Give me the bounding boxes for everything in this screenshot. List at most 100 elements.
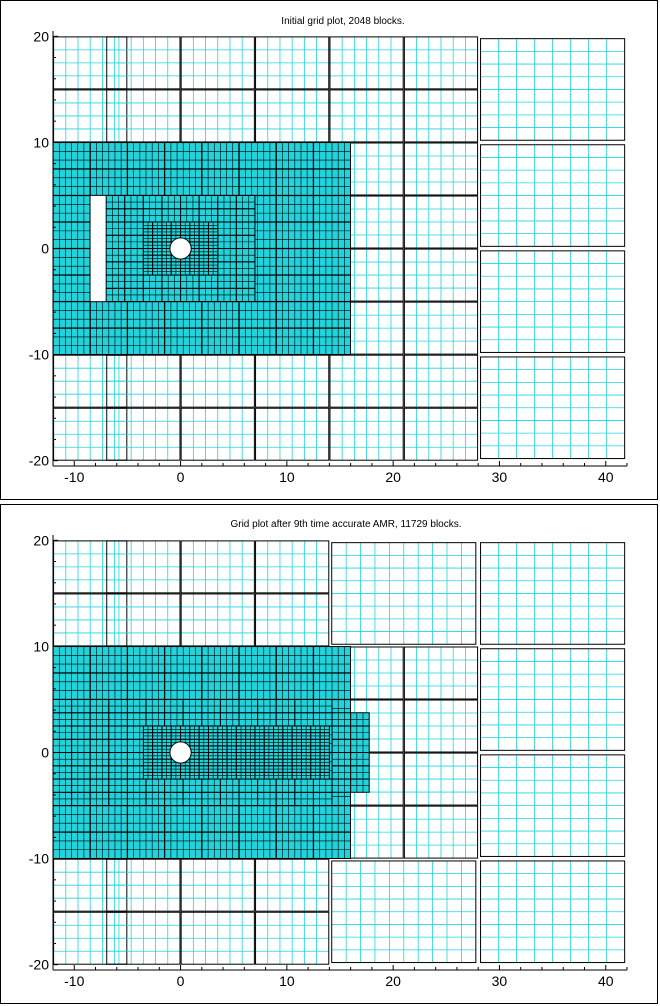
grid-block — [198, 194, 219, 210]
grid-block — [170, 261, 182, 269]
grid-block — [164, 805, 203, 833]
grid-block — [164, 712, 184, 727]
y-tick-label: -10 — [29, 347, 49, 363]
grid-block — [53, 195, 91, 223]
grid-block — [142, 752, 154, 760]
grid-block — [329, 354, 404, 408]
grid-block — [201, 646, 240, 674]
grid-block — [255, 858, 330, 912]
grid-block — [161, 732, 172, 740]
grid-block — [182, 698, 203, 714]
grid-block — [329, 36, 404, 90]
axes: -10 0 10 20 30 40 20 10 0 -10 -20 — [29, 532, 628, 989]
grid-plot-amr-svg: Grid plot after 9th time accurate AMR, 1… — [29, 519, 628, 989]
grid-block — [282, 771, 293, 780]
grid-block — [319, 745, 330, 754]
grid-block — [217, 732, 228, 740]
grid-block — [403, 89, 479, 143]
grid-block — [255, 89, 330, 143]
grid-block — [257, 712, 277, 727]
grid-block — [180, 858, 255, 912]
grid-block — [219, 698, 240, 714]
grid-block — [319, 738, 330, 747]
grid-block — [152, 765, 163, 773]
grid-block — [300, 732, 312, 740]
grid-block — [255, 911, 330, 965]
grid-block — [217, 771, 228, 780]
grid-block — [294, 778, 314, 793]
grid-block — [282, 765, 293, 773]
grid-block — [53, 248, 91, 276]
grid-block — [310, 771, 321, 780]
grid-block — [235, 248, 256, 263]
grid-block — [53, 725, 73, 740]
grid-block — [275, 778, 296, 793]
grid-block — [164, 168, 203, 196]
grid-block — [310, 738, 321, 747]
grid-block — [189, 771, 200, 780]
grid-block — [207, 241, 219, 250]
grid-block — [217, 208, 237, 223]
grid-block — [152, 738, 163, 747]
grid-block — [207, 771, 219, 780]
grid-block — [226, 745, 237, 754]
grid-block — [217, 287, 237, 303]
grid-block — [263, 752, 275, 760]
grid-block — [219, 712, 240, 727]
grid-block — [124, 208, 144, 223]
grid-block — [71, 752, 91, 767]
grid-block — [152, 261, 163, 269]
grid-block — [255, 407, 330, 461]
grid-block — [189, 725, 200, 734]
grid-block — [238, 712, 259, 727]
grid-block — [198, 738, 209, 747]
grid-block — [142, 254, 154, 263]
grid-block — [310, 765, 321, 773]
grid-block — [189, 228, 200, 236]
grid-block — [273, 745, 284, 754]
grid-block — [182, 712, 203, 727]
grid-block — [310, 725, 321, 734]
grid-block — [294, 712, 314, 727]
grid-block — [161, 725, 172, 734]
grid-block — [235, 274, 256, 289]
grid-block — [207, 745, 219, 754]
grid-block — [201, 831, 240, 860]
grid-block — [226, 732, 237, 740]
grid-block — [245, 725, 256, 734]
grid-block — [257, 698, 277, 714]
grid-block — [189, 261, 200, 269]
grid-block — [291, 745, 302, 754]
grid-block — [235, 752, 247, 760]
grid-block — [53, 672, 91, 700]
grid-block — [350, 765, 370, 780]
grid-block — [235, 771, 247, 780]
grid-block — [152, 221, 163, 230]
grid-block — [291, 738, 302, 747]
grid-block — [273, 771, 284, 780]
grid-block — [180, 725, 191, 734]
grid-block — [238, 142, 277, 170]
grid-block — [235, 221, 256, 236]
y-tick-label: 20 — [33, 532, 49, 548]
grid-block — [207, 261, 219, 269]
grid-block — [226, 771, 237, 780]
grid-block — [350, 752, 370, 767]
grid-block — [142, 248, 154, 256]
grid-block — [403, 142, 479, 196]
grid-block — [263, 738, 275, 747]
grid-block — [282, 758, 293, 767]
grid-block — [207, 248, 219, 256]
grid-block — [235, 234, 256, 249]
grid-block — [142, 274, 163, 289]
grid-block — [403, 699, 479, 753]
grid-block — [201, 327, 240, 356]
grid-block — [331, 738, 352, 753]
grid-block — [164, 646, 203, 674]
grid-block — [480, 356, 626, 460]
grid-block — [189, 267, 200, 276]
grid-block — [198, 261, 209, 269]
grid-block — [217, 248, 237, 263]
grid-block — [207, 765, 219, 773]
grid-block — [180, 593, 255, 647]
